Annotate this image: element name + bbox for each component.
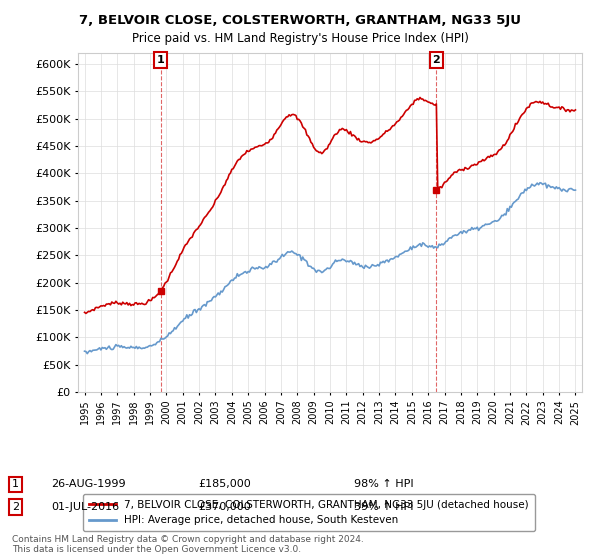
Text: £370,000: £370,000 (198, 502, 251, 512)
Text: 98% ↑ HPI: 98% ↑ HPI (354, 479, 413, 489)
Text: 2: 2 (433, 55, 440, 65)
Text: 2: 2 (12, 502, 19, 512)
Text: 7, BELVOIR CLOSE, COLSTERWORTH, GRANTHAM, NG33 5JU: 7, BELVOIR CLOSE, COLSTERWORTH, GRANTHAM… (79, 14, 521, 27)
Text: 1: 1 (12, 479, 19, 489)
Text: 1: 1 (157, 55, 164, 65)
Legend: 7, BELVOIR CLOSE, COLSTERWORTH, GRANTHAM, NG33 5JU (detached house), HPI: Averag: 7, BELVOIR CLOSE, COLSTERWORTH, GRANTHAM… (83, 494, 535, 531)
Text: 26-AUG-1999: 26-AUG-1999 (51, 479, 125, 489)
Text: 39% ↑ HPI: 39% ↑ HPI (354, 502, 413, 512)
Text: Price paid vs. HM Land Registry's House Price Index (HPI): Price paid vs. HM Land Registry's House … (131, 32, 469, 45)
Text: Contains HM Land Registry data © Crown copyright and database right 2024.
This d: Contains HM Land Registry data © Crown c… (12, 535, 364, 554)
Text: £185,000: £185,000 (198, 479, 251, 489)
Text: 01-JUL-2016: 01-JUL-2016 (51, 502, 119, 512)
